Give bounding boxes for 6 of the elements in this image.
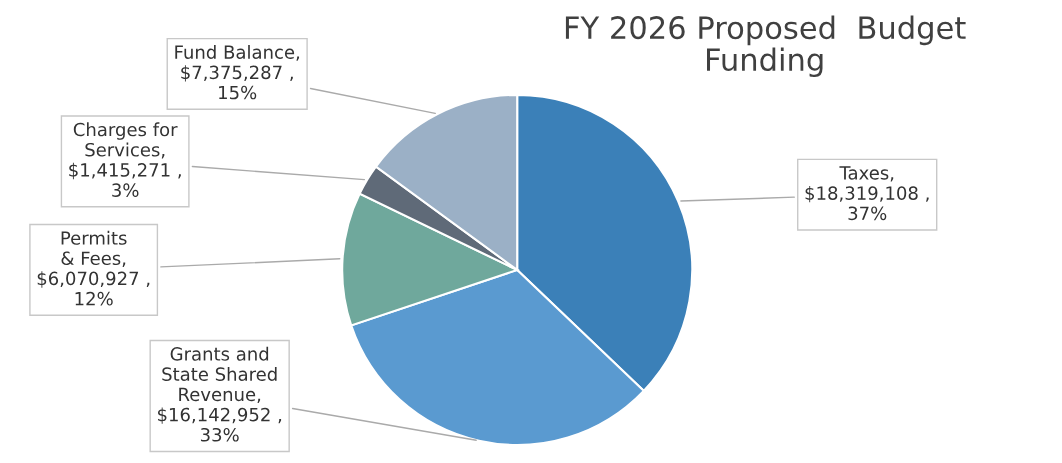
slice-label: Charges for Services, $1,415,271 , 3% (69, 122, 181, 197)
slice-label: Permits & Fees, $6,070,927 , 12% (37, 230, 150, 306)
slice-label: Taxes, $18,319,108 , 37% (805, 166, 929, 221)
chart-title: FY 2026 Proposed Budget Funding (565, 15, 966, 78)
slice-label: Grants and State Shared Revenue, $16,142,952 , 33% (158, 346, 282, 442)
slice-label: Fund Balance, $7,375,287 , 15% (175, 44, 300, 100)
